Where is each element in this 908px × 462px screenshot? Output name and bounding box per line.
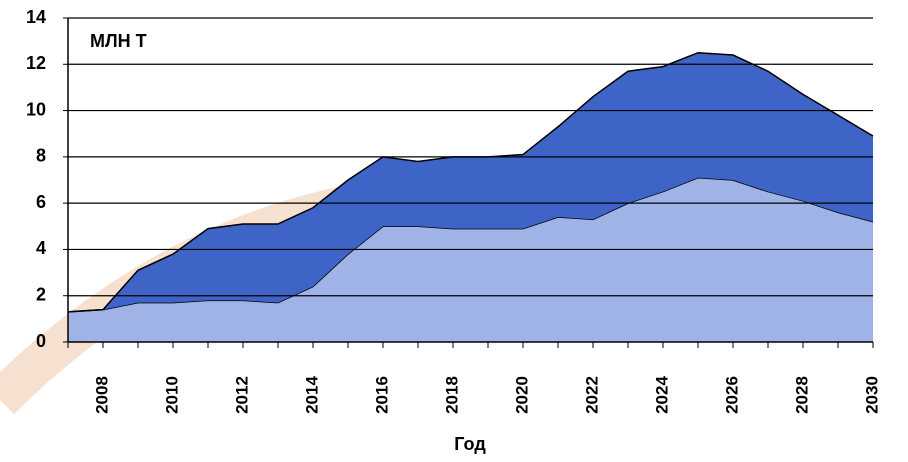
x-axis-title: Год — [454, 434, 486, 454]
x-tick-label: 2022 — [582, 376, 601, 414]
y-tick-label: 0 — [36, 331, 46, 351]
x-tick-label: 2024 — [652, 376, 671, 414]
x-tick-label: 2020 — [512, 376, 531, 414]
x-tick-label: 2016 — [372, 376, 391, 414]
y-tick-label: 14 — [26, 7, 46, 27]
x-tick-label: 2026 — [722, 376, 741, 414]
y-tick-label: 8 — [36, 146, 46, 166]
y-tick-label: 12 — [26, 53, 46, 73]
y-tick-label: 4 — [36, 238, 46, 258]
x-tick-label: 2028 — [792, 376, 811, 414]
y-tick-label: 6 — [36, 192, 46, 212]
x-tick-label: 2008 — [92, 376, 111, 414]
x-tick-label: 2014 — [302, 376, 321, 414]
area — [68, 52, 873, 312]
area — [68, 177, 873, 342]
plot-area — [67, 51, 874, 342]
x-tick-label: 2030 — [862, 376, 881, 414]
y-tick-label: 2 — [36, 284, 46, 304]
x-tick-label: 2018 — [442, 376, 461, 414]
x-tick-label: 2012 — [232, 376, 251, 414]
unit-annotation: МЛН Т — [90, 31, 147, 51]
x-tick-label: 2010 — [162, 376, 181, 414]
y-tick-label: 10 — [26, 99, 46, 119]
